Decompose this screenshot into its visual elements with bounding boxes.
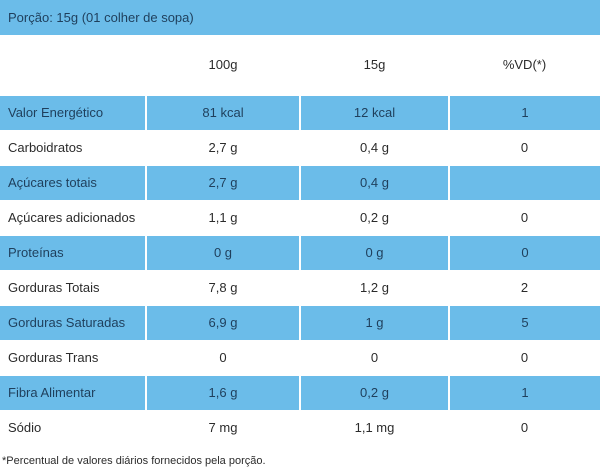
value-15g: 0,4 g: [300, 130, 449, 165]
value-vd: [449, 164, 600, 201]
value-15g: 1,2 g: [300, 270, 449, 305]
column-header-nutrient: [0, 35, 146, 95]
table-row: Gorduras Totais 7,8 g 1,2 g 2: [0, 270, 600, 305]
table-row: Gorduras Trans 0 0 0: [0, 340, 600, 375]
table-row: Gorduras Saturadas 6,9 g 1 g 5: [0, 304, 600, 341]
value-100g: 0: [146, 340, 300, 375]
table-row: Açúcares totais 2,7 g 0,4 g: [0, 164, 600, 201]
value-100g: 2,7 g: [146, 164, 301, 201]
value-15g: 1 g: [300, 304, 450, 341]
value-100g: 1,6 g: [146, 374, 301, 411]
table-row: Proteínas 0 g 0 g 0: [0, 234, 600, 271]
value-vd: 0: [449, 200, 600, 235]
table-row: Valor Energético 81 kcal 12 kcal 1: [0, 94, 600, 131]
value-100g: 6,9 g: [146, 304, 301, 341]
nutrient-name: Valor Energético: [0, 94, 147, 131]
table-row: Sódio 7 mg 1,1 mg 0: [0, 410, 600, 445]
value-vd: 0: [449, 410, 600, 445]
value-vd: 2: [449, 270, 600, 305]
value-vd: 0: [449, 130, 600, 165]
value-100g: 1,1 g: [146, 200, 300, 235]
nutrient-name: Açúcares totais: [0, 164, 147, 201]
value-15g: 1,1 mg: [300, 410, 449, 445]
nutrient-name: Sódio: [0, 410, 146, 445]
nutrient-name: Açúcares adicionados: [0, 200, 146, 235]
nutrient-name: Fibra Alimentar: [0, 374, 147, 411]
nutrient-name: Gorduras Saturadas: [0, 304, 147, 341]
footnote: *Percentual de valores diários fornecido…: [2, 455, 266, 467]
column-header-100g: 100g: [208, 57, 238, 73]
table-row: Açúcares adicionados 1,1 g 0,2 g 0: [0, 200, 600, 235]
value-100g: 7,8 g: [146, 270, 300, 305]
value-100g: 81 kcal: [146, 94, 301, 131]
value-vd: 1: [449, 374, 600, 411]
value-100g: 2,7 g: [146, 130, 300, 165]
portion-header: Porção: 15g (01 colher de sopa): [0, 0, 600, 35]
value-vd: 0: [449, 234, 600, 271]
column-header-vd: %VD(*): [502, 57, 547, 73]
value-15g: 0: [300, 340, 449, 375]
nutrient-name: Gorduras Trans: [0, 340, 146, 375]
value-vd: 1: [449, 94, 600, 131]
table-row: Carboidratos 2,7 g 0,4 g 0: [0, 130, 600, 165]
portion-label: Porção: 15g (01 colher de sopa): [8, 10, 194, 25]
value-15g: 12 kcal: [300, 94, 450, 131]
nutrient-name: Gorduras Totais: [0, 270, 146, 305]
nutrition-table: 100g 15g %VD(*) Valor Energético 81 kcal…: [0, 35, 600, 445]
value-100g: 7 mg: [146, 410, 300, 445]
column-header-15g: 15g: [363, 57, 386, 73]
value-vd: 5: [449, 304, 600, 341]
nutrient-name: Proteínas: [0, 234, 147, 271]
value-15g: 0,2 g: [300, 374, 450, 411]
value-vd: 0: [449, 340, 600, 375]
value-15g: 0,4 g: [300, 164, 450, 201]
value-15g: 0,2 g: [300, 200, 449, 235]
value-100g: 0 g: [146, 234, 301, 271]
nutrient-name: Carboidratos: [0, 130, 146, 165]
column-header-row: 100g 15g %VD(*): [0, 35, 600, 95]
table-row: Fibra Alimentar 1,6 g 0,2 g 1: [0, 374, 600, 411]
value-15g: 0 g: [300, 234, 450, 271]
